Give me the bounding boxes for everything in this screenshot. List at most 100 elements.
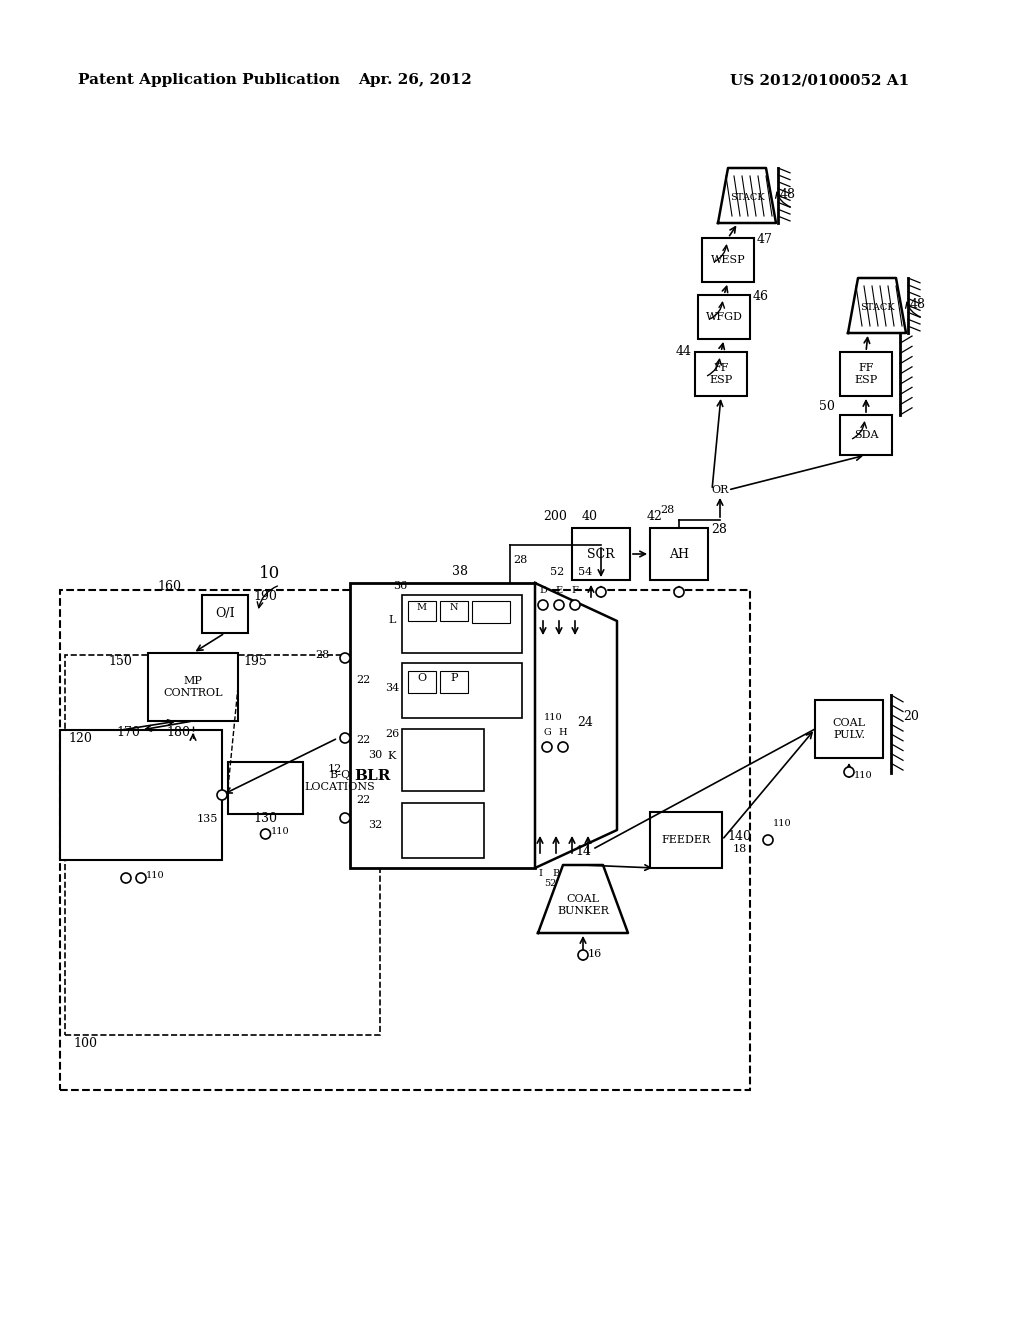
- Text: M: M: [417, 603, 427, 612]
- Bar: [65, 655, 380, 1035]
- Circle shape: [674, 587, 684, 597]
- Text: 110: 110: [854, 771, 872, 780]
- Text: 30: 30: [368, 750, 382, 760]
- Text: COAL
BUNKER: COAL BUNKER: [557, 894, 609, 916]
- Text: 150: 150: [108, 655, 132, 668]
- Text: 36: 36: [393, 581, 408, 591]
- Text: STACK: STACK: [730, 194, 764, 202]
- Text: OR: OR: [712, 484, 729, 495]
- Polygon shape: [535, 583, 617, 869]
- Text: D: D: [539, 586, 547, 595]
- Bar: [650, 528, 708, 579]
- Text: COAL
PULV.: COAL PULV.: [833, 718, 865, 739]
- Bar: [650, 812, 722, 869]
- Text: 48: 48: [780, 187, 796, 201]
- Text: 38: 38: [452, 565, 468, 578]
- Bar: [695, 352, 746, 396]
- Text: C: C: [568, 869, 575, 878]
- Text: 28: 28: [659, 506, 674, 515]
- Text: MP
CONTROL: MP CONTROL: [163, 676, 223, 698]
- Text: 46: 46: [753, 290, 769, 304]
- Text: 24: 24: [578, 715, 593, 729]
- Bar: [228, 762, 303, 814]
- Text: 40: 40: [582, 510, 598, 523]
- Bar: [698, 294, 750, 339]
- Text: 47: 47: [757, 234, 773, 246]
- Text: 28: 28: [711, 523, 727, 536]
- Bar: [815, 700, 883, 758]
- Circle shape: [217, 789, 227, 800]
- Text: AH: AH: [669, 548, 689, 561]
- Bar: [572, 528, 630, 579]
- Bar: [440, 671, 468, 693]
- Text: 48: 48: [910, 298, 926, 312]
- Text: 18: 18: [733, 843, 748, 854]
- Text: 190: 190: [253, 590, 276, 603]
- Circle shape: [570, 601, 580, 610]
- Circle shape: [260, 829, 270, 840]
- Bar: [402, 663, 522, 718]
- Text: 52: 52: [550, 568, 564, 577]
- Circle shape: [763, 836, 773, 845]
- Bar: [60, 590, 750, 1090]
- Text: US 2012/0100052 A1: US 2012/0100052 A1: [730, 73, 909, 87]
- Circle shape: [121, 873, 131, 883]
- Bar: [440, 601, 468, 620]
- Text: 44: 44: [676, 345, 692, 358]
- Text: O/I: O/I: [215, 607, 234, 620]
- Text: 120: 120: [68, 733, 92, 744]
- Text: N: N: [450, 603, 459, 612]
- Text: B: B: [552, 869, 560, 878]
- Circle shape: [538, 601, 548, 610]
- Circle shape: [578, 950, 588, 960]
- Text: SDA: SDA: [854, 430, 879, 440]
- Text: L: L: [388, 615, 395, 624]
- Text: Patent Application Publication: Patent Application Publication: [78, 73, 340, 87]
- Text: 200: 200: [543, 510, 567, 523]
- Circle shape: [596, 587, 606, 597]
- Text: 110: 110: [544, 713, 562, 722]
- Bar: [702, 238, 754, 282]
- Text: 10: 10: [259, 565, 281, 582]
- Text: H: H: [559, 729, 567, 737]
- Text: 28: 28: [315, 649, 330, 660]
- Text: WFGD: WFGD: [706, 312, 742, 322]
- Text: 22: 22: [356, 795, 371, 805]
- Text: 140: 140: [727, 830, 751, 843]
- Bar: [350, 583, 535, 869]
- Polygon shape: [848, 279, 906, 333]
- Text: SCR: SCR: [587, 548, 614, 561]
- Text: I: I: [538, 869, 542, 878]
- Text: G: G: [543, 729, 551, 737]
- Text: 22: 22: [356, 735, 371, 744]
- Text: F: F: [571, 586, 579, 595]
- Circle shape: [136, 873, 146, 883]
- Circle shape: [340, 653, 350, 663]
- Text: 42: 42: [647, 510, 663, 523]
- Text: 160: 160: [157, 579, 181, 593]
- Text: E: E: [555, 586, 562, 595]
- Bar: [402, 803, 484, 858]
- Text: 34: 34: [385, 682, 399, 693]
- Text: WESP: WESP: [711, 255, 745, 265]
- Text: 12: 12: [328, 764, 342, 774]
- Text: P: P: [451, 673, 458, 682]
- Bar: [402, 595, 522, 653]
- Text: 130: 130: [254, 812, 278, 825]
- Circle shape: [554, 601, 564, 610]
- Text: 110: 110: [773, 818, 792, 828]
- Text: 110: 110: [270, 828, 289, 836]
- Text: 22: 22: [356, 675, 371, 685]
- Text: 170: 170: [116, 726, 140, 739]
- Text: 100: 100: [73, 1038, 97, 1049]
- Text: 32: 32: [368, 820, 382, 830]
- Text: O: O: [418, 673, 427, 682]
- Text: 54: 54: [578, 568, 592, 577]
- Text: 50: 50: [819, 400, 835, 413]
- Bar: [60, 730, 222, 861]
- Circle shape: [558, 742, 568, 752]
- Text: B-Q
LOCATIONS: B-Q LOCATIONS: [304, 771, 376, 792]
- Text: A: A: [585, 869, 592, 878]
- Text: Apr. 26, 2012: Apr. 26, 2012: [358, 73, 472, 87]
- Text: STACK: STACK: [860, 304, 894, 313]
